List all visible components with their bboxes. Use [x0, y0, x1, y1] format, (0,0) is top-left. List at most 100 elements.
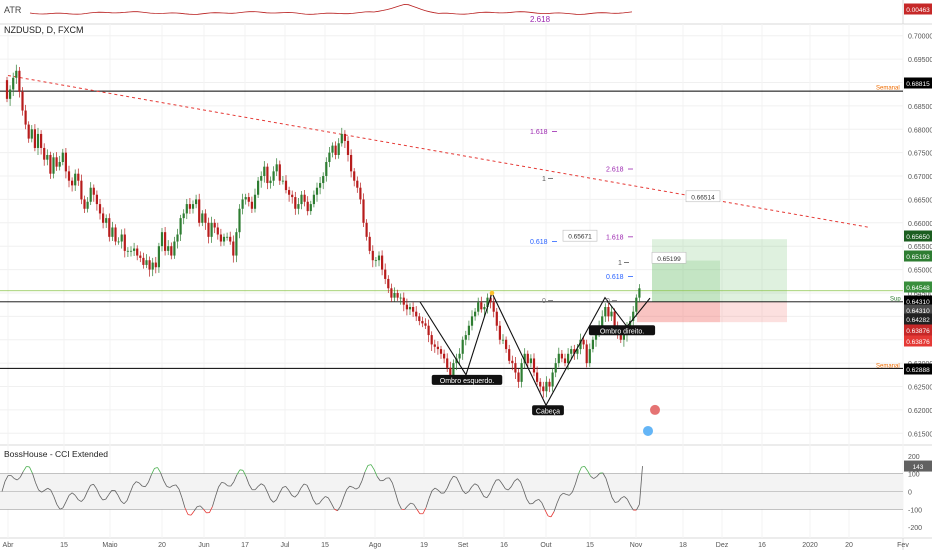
candle-body	[294, 197, 297, 209]
event-flag-icon[interactable]	[643, 425, 653, 436]
cci-segment	[327, 497, 332, 504]
candle-body	[15, 70, 18, 78]
cci-segment	[437, 489, 442, 494]
price-badge-text: 0.62888	[906, 367, 930, 374]
descending-trendline[interactable]	[7, 74, 871, 228]
x-tick-label: Out	[540, 542, 551, 549]
candle-body	[350, 154, 353, 172]
candle-body	[312, 194, 315, 205]
candle-body	[207, 222, 210, 237]
candle-body	[284, 180, 288, 191]
y-tick-label: 0.69500	[908, 57, 932, 64]
candle-body	[340, 133, 343, 144]
candle-body	[427, 325, 430, 336]
cci-segment	[617, 497, 622, 502]
cci-segment	[74, 495, 79, 500]
cci-segment	[120, 500, 125, 505]
candle-body	[238, 208, 241, 233]
x-tick-label: Jun	[198, 542, 209, 549]
candle-body	[74, 173, 77, 186]
cci-tick-label: -100	[908, 507, 922, 514]
candle-body	[49, 154, 52, 174]
cci-segment	[349, 485, 353, 488]
cci-segment	[44, 487, 48, 491]
fib-0-b: 0	[606, 298, 610, 305]
candle-body	[210, 222, 213, 237]
cci-segment	[535, 499, 539, 501]
price-badge-text: 0.65193	[906, 254, 930, 261]
candle-body	[247, 197, 250, 202]
candle-body	[9, 89, 12, 99]
y-tick-label: 0.70000	[908, 34, 932, 41]
candle-body	[80, 180, 83, 200]
candle-body	[368, 236, 371, 251]
candle-body	[36, 133, 40, 148]
cci-segment	[620, 496, 625, 499]
cci-tick-label: -200	[908, 525, 922, 532]
horizontal-lines	[0, 74, 903, 369]
candle-body	[126, 250, 129, 252]
price-badge	[904, 313, 932, 325]
cci-segment	[279, 487, 283, 494]
candle-body	[185, 204, 188, 214]
cci-segment	[181, 497, 186, 509]
candle-body	[374, 260, 377, 262]
price-badge-text: 0.65650	[906, 234, 930, 241]
cci-segment	[383, 477, 387, 481]
cci-segment	[571, 483, 576, 493]
candle-body	[253, 194, 257, 209]
fib-0-a: 0	[542, 298, 546, 305]
candle-body	[505, 339, 508, 350]
candle-body	[89, 187, 92, 202]
time-axis[interactable]: Abr 15 Maio 20 Jun 17 Jul 15 Ago 19 Set 16 Out 15 Nov 1…	[3, 542, 910, 549]
cci-segment	[443, 487, 448, 494]
candle-body	[52, 157, 55, 174]
price-badge	[904, 335, 932, 347]
candle-body	[610, 311, 613, 317]
y-tick-label: 0.64500	[908, 291, 932, 298]
price-axis[interactable]: 0.700000.695000.690000.685000.680000.675…	[904, 3, 932, 439]
target-zone	[652, 239, 787, 302]
weekly-label-bottom: Semanal	[876, 363, 900, 369]
cci-segment	[175, 484, 180, 490]
candle-body	[319, 183, 322, 188]
price-badge	[904, 324, 932, 336]
cci-segment	[340, 497, 344, 507]
cci-segment	[501, 483, 506, 489]
label-left-shoulder-text: Ombro esquerdo.	[440, 378, 495, 385]
cci-segment	[266, 491, 271, 500]
cci-segment	[142, 485, 146, 488]
cci-segment	[623, 496, 628, 500]
fib-1-a: 1	[542, 176, 546, 183]
candle-body	[179, 218, 182, 235]
cci-segment	[288, 489, 293, 496]
candle-body	[222, 236, 226, 242]
candle-body	[67, 171, 71, 181]
candle-body	[142, 257, 145, 265]
candle-body	[213, 222, 216, 228]
label-left-shoulder-bg	[431, 374, 503, 385]
candle-body	[393, 292, 396, 298]
cci-segment	[325, 496, 329, 499]
cci-segment	[236, 469, 241, 476]
fib-2618-b: 2.618	[606, 167, 624, 174]
cci-segment	[312, 499, 317, 505]
candle-body	[474, 311, 477, 317]
cci-segment	[160, 472, 165, 481]
candle-body	[117, 241, 120, 243]
candle-body	[461, 339, 464, 354]
candle-body	[198, 199, 201, 223]
cci-segment	[123, 500, 128, 505]
candle-body	[480, 302, 483, 310]
candle-body	[387, 278, 390, 289]
cci-segment	[62, 501, 67, 509]
event-flag-icon[interactable]	[650, 404, 660, 415]
cci-segment	[450, 475, 454, 482]
y-tick-label: 0.62000	[908, 408, 932, 415]
cci-segment	[523, 490, 527, 500]
cci-segment	[145, 482, 149, 487]
candle-body	[486, 297, 489, 308]
cci-segment	[511, 481, 515, 487]
candle-body	[120, 234, 123, 242]
cci-segment	[590, 476, 594, 479]
